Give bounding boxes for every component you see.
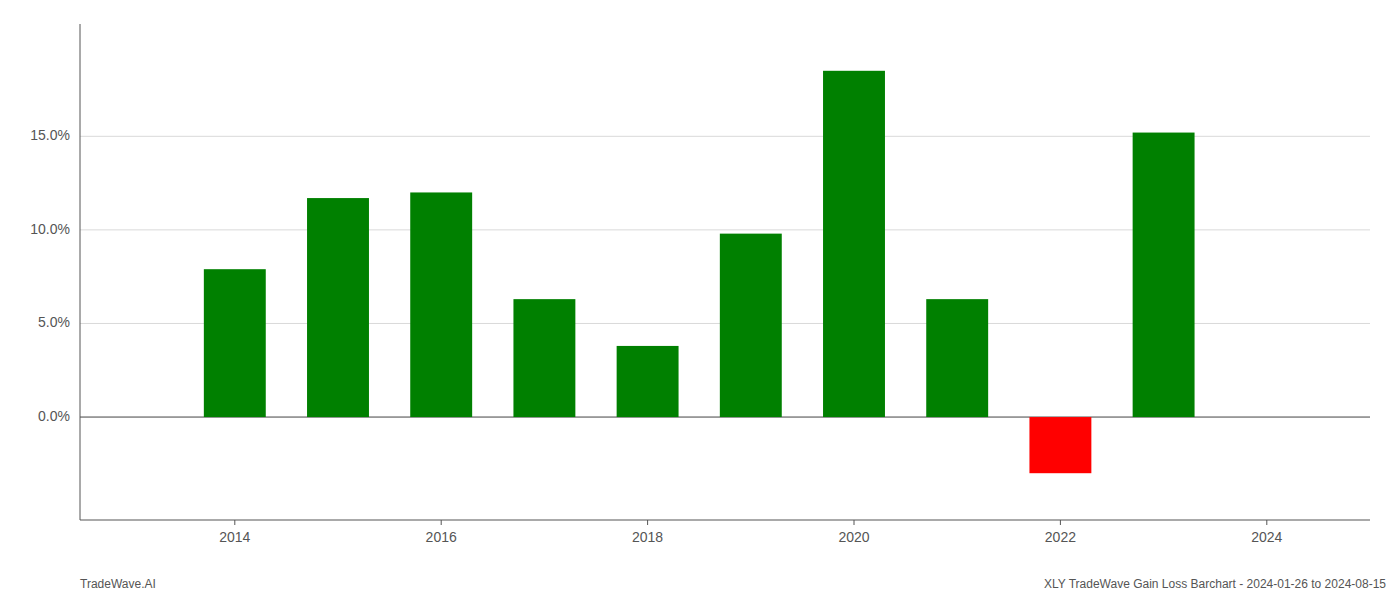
- x-tick-label: 2024: [1251, 529, 1282, 545]
- x-tick-label: 2022: [1045, 529, 1076, 545]
- bar: [307, 198, 369, 417]
- footer-left: TradeWave.AI: [80, 577, 156, 591]
- x-tick: [441, 520, 442, 525]
- bar: [1133, 133, 1195, 417]
- x-tick: [647, 520, 648, 525]
- x-tick: [234, 520, 235, 525]
- chart-container: 0.0% 5.0% 10.0% 15.0% 2014 2016 2018 2020 2022 20…: [0, 0, 1400, 600]
- bar: [823, 71, 885, 417]
- bar: [617, 346, 679, 417]
- footer-right: XLY TradeWave Gain Loss Barchart - 2024-…: [1044, 577, 1386, 591]
- x-tick-label: 2014: [219, 529, 250, 545]
- y-tick-label: 15.0%: [30, 127, 70, 143]
- x-tick-label: 2016: [426, 529, 457, 545]
- y-axis-line: [80, 24, 81, 520]
- bar: [513, 299, 575, 417]
- bars: [204, 71, 1195, 473]
- chart-svg: 0.0% 5.0% 10.0% 15.0% 2014 2016 2018 2020 2022 20…: [0, 0, 1400, 600]
- bar: [1029, 417, 1091, 473]
- bar: [720, 234, 782, 417]
- x-tick: [1060, 520, 1061, 525]
- x-tick: [1266, 520, 1267, 525]
- x-axis-line: [80, 520, 1370, 521]
- axes: 0.0% 5.0% 10.0% 15.0% 2014 2016 2018 2020 2022 20…: [30, 24, 1370, 545]
- x-tick-label: 2018: [632, 529, 663, 545]
- y-tick-label: 0.0%: [38, 408, 70, 424]
- x-tick-label: 2020: [838, 529, 869, 545]
- bar: [204, 269, 266, 417]
- x-tick: [854, 520, 855, 525]
- bar: [410, 192, 472, 417]
- y-tick-label: 10.0%: [30, 221, 70, 237]
- bar: [926, 299, 988, 417]
- y-tick-label: 5.0%: [38, 314, 70, 330]
